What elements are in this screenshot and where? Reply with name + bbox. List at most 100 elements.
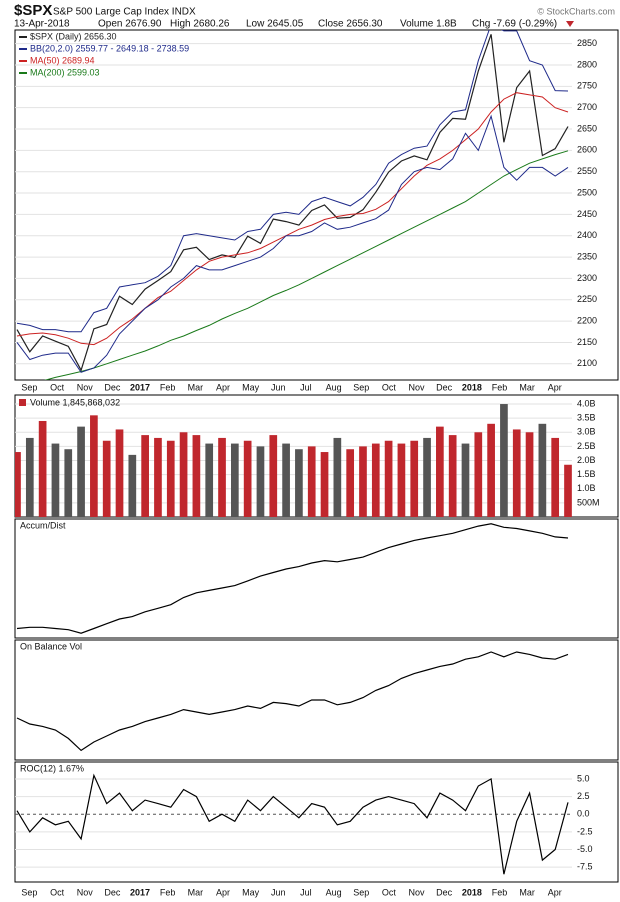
legend-label: MA(200) 2599.03 [30,67,100,77]
volume-bar [205,443,214,517]
volume-bar [320,452,329,517]
y-tick-label: -5.0 [577,844,593,854]
volume-bar [115,429,124,517]
quote-open: Open 2676.90 [98,19,162,30]
volume-bar [192,435,201,517]
x-tick-label: Sep [353,887,369,897]
series-line [16,34,569,372]
volume-bar [436,426,444,517]
y-tick-label: 2650 [577,123,597,133]
series-line [16,114,569,373]
volume-bar [500,404,508,517]
volume-bar [15,452,21,517]
y-tick-label: 2750 [577,81,597,91]
volume-bar [333,437,342,517]
x-tick-label: Apr [216,887,230,897]
x-tick-label: May [242,887,260,897]
quote-low: Low 2645.05 [246,19,304,30]
y-tick-label: -2.5 [577,826,593,836]
volume-bar [77,426,85,517]
y-tick-label: 2400 [577,230,597,240]
y-tick-label: 2450 [577,209,597,219]
x-tick-label: Dec [104,382,121,392]
volume-bar [525,432,534,517]
volume-bar [512,429,521,517]
x-tick-label: Apr [216,382,230,392]
volume-bar [564,464,572,517]
copyright: © StockCharts.com [537,6,615,16]
y-tick-label: 2250 [577,294,597,304]
y-tick-label: 5.0 [577,773,590,783]
legend-label: $SPX (Daily) 2656.30 [30,31,117,41]
x-tick-label: Nov [409,887,426,897]
volume-bar [307,446,316,517]
x-tick-label: Dec [104,887,121,897]
plot-area [16,523,569,634]
x-tick-label: Nov [77,887,94,897]
y-tick-label: 2600 [577,145,597,155]
volume-bar [179,432,188,517]
x-tick-label: 2018 [462,887,482,897]
series-line [16,651,569,752]
x-tick-label: Dec [436,887,453,897]
y-tick-label: 2700 [577,102,597,112]
volume-bar [90,415,98,517]
x-tick-label: Mar [519,887,535,897]
x-tick-label: Feb [160,887,176,897]
panel-label: ROC(12) 1.67% [20,763,84,773]
volume-bar [218,437,226,517]
plot-area [15,403,572,517]
y-tick-label: 2.0B [577,455,596,465]
panel-frame [14,761,619,883]
quote-high: High 2680.26 [170,19,230,30]
panel-label: Volume 1,845,868,032 [30,397,120,407]
y-tick-label: 3.0B [577,427,596,437]
y-tick-label: 1.5B [577,469,596,479]
volume-bar [230,443,239,517]
y-tick-label: -7.5 [577,862,593,872]
change-arrow [566,21,574,27]
x-tick-label: Aug [326,382,342,392]
volume-bar [346,449,355,517]
x-tick-label: Sep [353,382,369,392]
volume-bar [384,440,393,517]
volume-bar [538,423,547,517]
x-tick-label: May [242,382,260,392]
volume-bar [461,443,470,517]
y-tick-label: 2100 [577,358,597,368]
volume-bar [474,432,483,517]
y-tick-label: 2300 [577,273,597,283]
series-line [16,92,569,346]
volume-bar [359,446,367,517]
x-tick-label: Oct [382,887,397,897]
volume-bar [166,440,175,517]
plot-area [15,773,572,875]
panel-label: Accum/Dist [20,520,66,530]
panel-frame [14,29,619,381]
plot-area [16,651,569,752]
x-tick-label: Sep [21,382,37,392]
x-tick-label: Nov [409,382,426,392]
y-tick-label: 1.0B [577,483,596,493]
symbol: $SPX [14,2,52,19]
volume-bar [397,443,406,517]
x-tick-label: Mar [188,382,204,392]
y-tick-label: 2.5 [577,791,590,801]
panel-label: On Balance Vol [20,641,82,651]
y-tick-label: 2.5B [577,441,596,451]
volume-bar [423,437,431,517]
series-line [16,773,569,875]
y-tick-label: 2350 [577,251,597,261]
quote-close: Close 2656.30 [318,19,383,30]
y-tick-label: 2200 [577,315,597,325]
x-tick-label: Apr [548,887,562,897]
legend-label: MA(50) 2689.94 [30,55,95,65]
volume-bar [64,449,73,517]
x-tick-label: 2018 [462,382,482,392]
volume-bar [51,443,60,517]
x-tick-label: Jun [271,382,286,392]
volume-bar [128,454,137,517]
plot-area [15,30,572,380]
x-tick-label: Jun [271,887,286,897]
